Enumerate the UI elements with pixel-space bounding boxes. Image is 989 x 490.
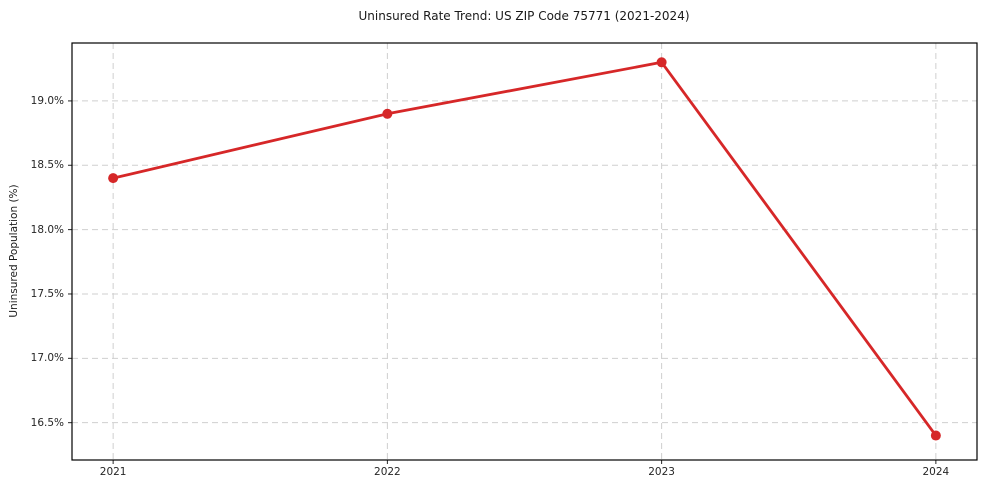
data-point-marker — [656, 57, 667, 68]
y-tick-label: 17.0% — [30, 352, 64, 365]
data-point-marker — [108, 173, 119, 184]
y-tick-label: 16.5% — [30, 416, 64, 429]
data-point-marker — [382, 108, 393, 119]
y-tick-label: 19.0% — [30, 94, 64, 107]
x-tick-label: 2021 — [99, 466, 127, 478]
chart-title: Uninsured Rate Trend: US ZIP Code 75771 … — [358, 9, 690, 23]
y-tick-label: 18.0% — [30, 223, 64, 236]
x-tick-label: 2022 — [374, 466, 401, 478]
data-point-marker — [930, 430, 941, 441]
x-tick-label: 2023 — [648, 466, 675, 478]
y-tick-label: 18.5% — [30, 159, 64, 172]
x-tick-label: 2024 — [922, 466, 950, 478]
y-tick-label: 17.5% — [30, 287, 64, 300]
trend-line — [111, 60, 938, 437]
plot-border — [71, 42, 978, 461]
